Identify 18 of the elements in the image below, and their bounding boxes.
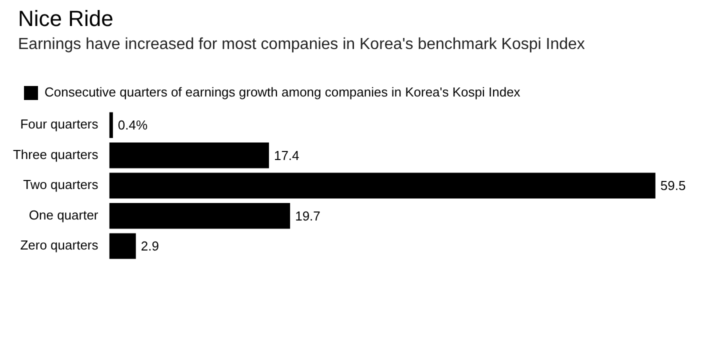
y-tick-label: Four quarters (20, 116, 99, 132)
y-tick-label: Zero quarters (20, 238, 99, 253)
y-tick-label: Three quarters (12, 146, 99, 162)
data-label: 59.5 (660, 178, 686, 194)
data-label: 17.4 (274, 148, 300, 163)
chart-subtitle: Earnings have increased for most companies in Korea's benchmark Kospi Index (18, 36, 585, 54)
bar (109, 112, 113, 138)
bar (109, 202, 290, 229)
data-label: 19.7 (295, 208, 320, 224)
bar (109, 172, 656, 198)
data-label: 2.9 (140, 238, 159, 254)
bar (109, 233, 136, 259)
bar (109, 142, 269, 168)
chart-title: Nice Ride (18, 6, 114, 32)
y-tick-label: Two quarters (23, 177, 99, 192)
y-tick-label: One quarter (28, 207, 99, 222)
data-label: 0.4% (118, 118, 148, 133)
legend-label: Consecutive quarters of earnings growth among companies in Korea's Kospi Index (44, 84, 521, 100)
